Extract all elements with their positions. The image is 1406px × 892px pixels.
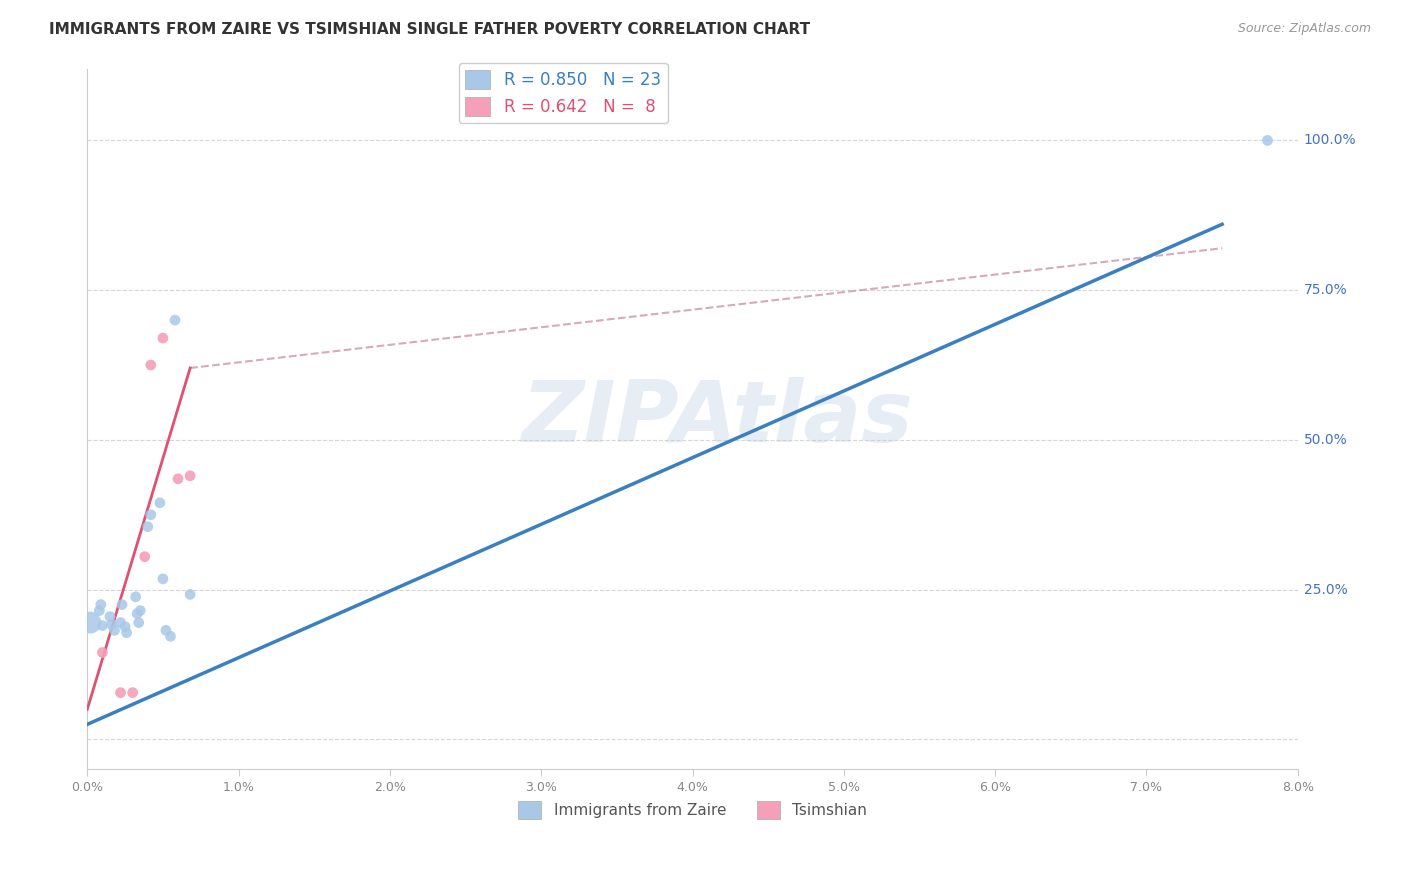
Text: 25.0%: 25.0% (1303, 582, 1347, 597)
Point (114, 620, 136, 634)
Point (79, 615, 101, 630)
Legend: Immigrants from Zaire, Tsimshian: Immigrants from Zaire, Tsimshian (512, 795, 873, 825)
Point (152, 572, 174, 586)
Point (91, 646, 114, 660)
Point (128, 615, 150, 630)
Point (89, 604, 111, 618)
Text: 100.0%: 100.0% (1303, 134, 1357, 147)
Point (134, 549, 156, 564)
Point (159, 629, 181, 643)
Point (90, 598, 112, 612)
Point (115, 625, 138, 640)
Point (179, 468, 201, 483)
Point (91, 618, 114, 632)
Point (110, 685, 132, 699)
Point (1257, 133, 1279, 147)
Point (155, 624, 177, 638)
Point (139, 508, 162, 522)
Text: 75.0%: 75.0% (1303, 283, 1347, 297)
Text: Source: ZipAtlas.com: Source: ZipAtlas.com (1237, 22, 1371, 36)
Point (100, 617, 122, 632)
Text: 50.0%: 50.0% (1303, 433, 1347, 447)
Point (111, 598, 134, 612)
Text: ZIPAtlas: ZIPAtlas (520, 377, 912, 460)
Point (167, 472, 190, 486)
Point (127, 607, 149, 621)
Point (152, 331, 174, 345)
Point (129, 604, 152, 618)
Point (149, 496, 172, 510)
Point (139, 358, 162, 372)
Point (124, 590, 146, 604)
Point (163, 313, 186, 327)
Text: IMMIGRANTS FROM ZAIRE VS TSIMSHIAN SINGLE FATHER POVERTY CORRELATION CHART: IMMIGRANTS FROM ZAIRE VS TSIMSHIAN SINGL… (49, 22, 810, 37)
Point (103, 624, 125, 638)
Point (110, 615, 132, 630)
Point (121, 685, 143, 699)
Point (98, 609, 121, 624)
Point (136, 519, 159, 533)
Point (179, 587, 201, 601)
